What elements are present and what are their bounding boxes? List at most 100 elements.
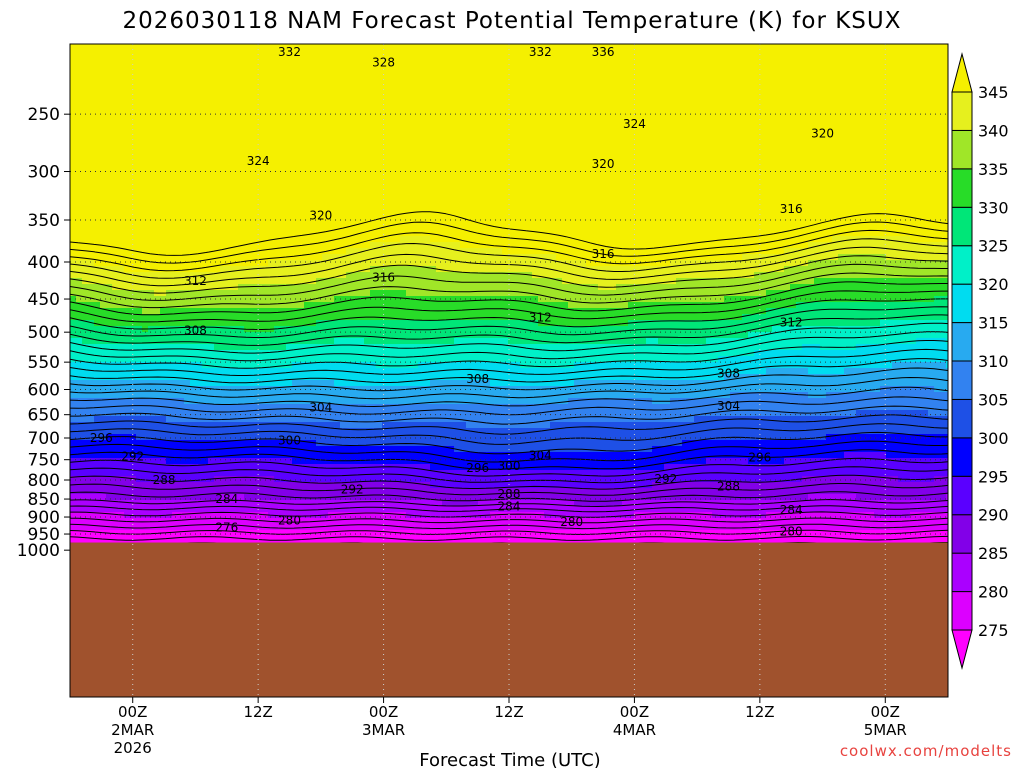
contour-band-cell (214, 80, 221, 87)
contour-band-cell (262, 374, 269, 381)
contour-band-cell (268, 218, 275, 225)
contour-band-cell (304, 272, 311, 279)
contour-band-cell (202, 332, 209, 339)
contour-band-cell (202, 530, 209, 537)
contour-band-cell (136, 104, 143, 111)
contour-band-cell (166, 44, 173, 51)
contour-band-cell (208, 422, 215, 429)
contour-band-cell (322, 242, 329, 249)
contour-band-cell (196, 320, 203, 327)
contour-band-cell (232, 92, 239, 99)
contour-band-cell (292, 452, 299, 459)
contour-band-cell (298, 320, 305, 327)
contour-band-cell (106, 512, 113, 519)
contour-band-cell (118, 296, 125, 303)
contour-band-cell (142, 512, 149, 519)
contour-band-cell (298, 416, 305, 423)
contour-band-cell (130, 230, 137, 237)
contour-band-cell (310, 44, 317, 51)
contour-band-cell (202, 410, 209, 417)
contour-band-cell (202, 434, 209, 441)
contour-band-cell (226, 296, 233, 303)
contour-band-cell (70, 194, 77, 201)
contour-band-cell (130, 188, 137, 195)
contour-band-cell (142, 158, 149, 165)
contour-band-cell (268, 176, 275, 183)
contour-band-cell (268, 158, 275, 165)
contour-band-cell (256, 500, 263, 507)
contour-band-cell (268, 386, 275, 393)
contour-band-cell (340, 362, 347, 369)
contour-band-cell (100, 494, 107, 501)
contour-band-cell (280, 170, 287, 177)
contour-band-cell (298, 68, 305, 75)
contour-band-cell (274, 56, 281, 63)
contour-band-cell (184, 296, 191, 303)
contour-band-cell (178, 314, 185, 321)
contour-band-cell (208, 128, 215, 135)
contour-band-cell (196, 206, 203, 213)
contour-band-cell (226, 368, 233, 375)
contour-band-cell (274, 50, 281, 57)
contour-band-cell (220, 182, 227, 189)
contour-band-cell (76, 218, 83, 225)
contour-band-cell (208, 506, 215, 513)
contour-band-cell (340, 440, 347, 447)
contour-band-cell (268, 50, 275, 57)
contour-band-cell (88, 416, 95, 423)
contour-band-cell (322, 362, 329, 369)
contour-band-cell (160, 230, 167, 237)
contour-band-cell (262, 290, 269, 297)
contour-band-cell (298, 374, 305, 381)
contour-band-cell (304, 284, 311, 291)
contour-band-cell (70, 434, 77, 441)
contour-band-cell (316, 98, 323, 105)
contour-band-cell (214, 320, 221, 327)
contour-band-cell (208, 338, 215, 345)
contour-band-cell (190, 62, 197, 69)
contour-band-cell (250, 446, 257, 453)
contour-band-cell (304, 188, 311, 195)
contour-band-cell (232, 260, 239, 267)
contour-band-cell (244, 410, 251, 417)
contour-band-cell (292, 488, 299, 495)
contour-band-cell (298, 308, 305, 315)
contour-band-cell (286, 284, 293, 291)
contour-band-cell (202, 92, 209, 99)
contour-band-cell (196, 410, 203, 417)
contour-band-cell (154, 200, 161, 207)
contour-band-cell (292, 362, 299, 369)
contour-band-cell (112, 44, 119, 51)
contour-band-cell (82, 68, 89, 75)
contour-band-cell (112, 92, 119, 99)
contour-band-cell (310, 152, 317, 159)
contour-band-cell (208, 194, 215, 201)
contour-band-cell (286, 374, 293, 381)
contour-band-cell (124, 248, 131, 255)
contour-band-cell (286, 410, 293, 417)
contour-band-cell (136, 470, 143, 477)
contour-band-cell (238, 212, 245, 219)
contour-band-cell (220, 350, 227, 357)
contour-band-cell (238, 344, 245, 351)
contour-band-cell (184, 236, 191, 243)
contour-band-cell (256, 140, 263, 147)
contour-band-cell (316, 254, 323, 261)
contour-band-cell (232, 188, 239, 195)
contour-band-cell (226, 74, 233, 81)
contour-band-cell (208, 242, 215, 249)
contour-band-cell (268, 350, 275, 357)
contour-band-cell (136, 530, 143, 537)
contour-band-cell (106, 398, 113, 405)
contour-band-cell (184, 74, 191, 81)
contour-band-cell (148, 434, 155, 441)
contour-band-cell (304, 104, 311, 111)
contour-band-cell (148, 104, 155, 111)
contour-band-cell (292, 380, 299, 387)
contour-band-cell (244, 278, 251, 285)
contour-band-cell (106, 344, 113, 351)
contour-band-cell (70, 422, 77, 429)
contour-band-cell (292, 110, 299, 117)
contour-band-cell (202, 368, 209, 375)
contour-band-cell (262, 410, 269, 417)
